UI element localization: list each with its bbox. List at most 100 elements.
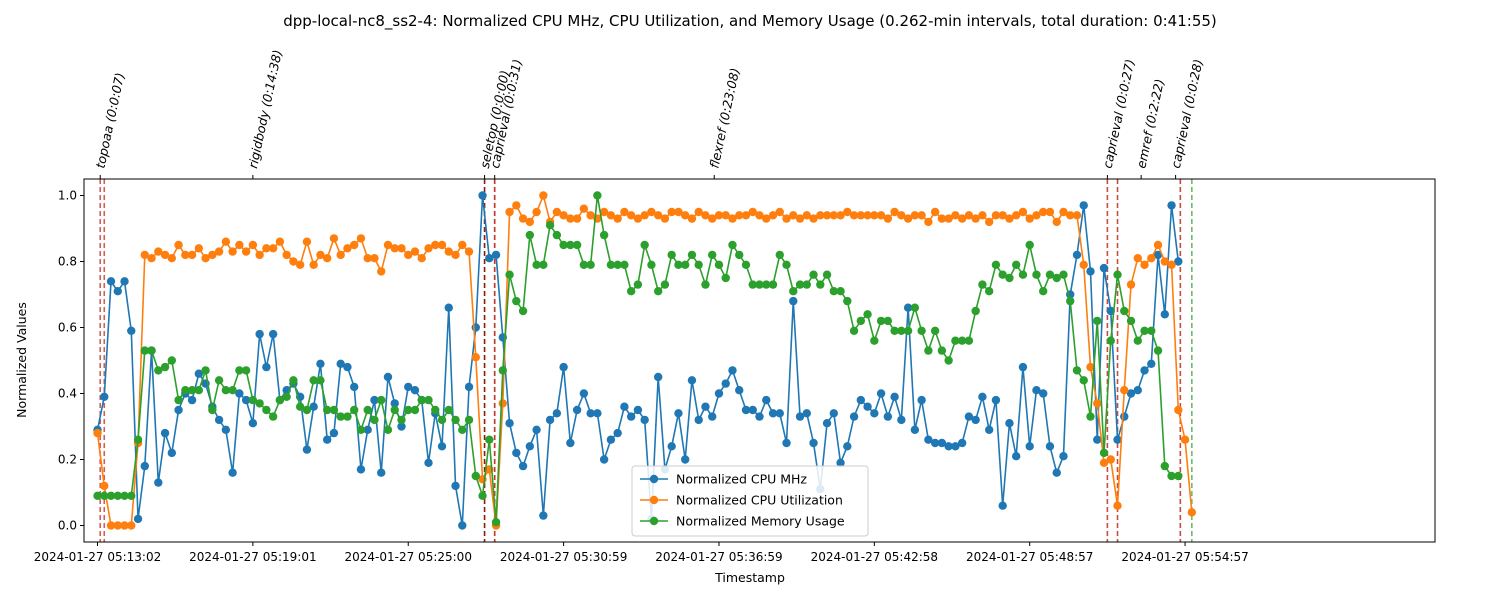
data-point (262, 244, 271, 253)
data-point (417, 254, 426, 263)
data-point (924, 346, 933, 355)
data-point (451, 250, 460, 260)
data-point (1059, 207, 1068, 217)
data-point (789, 287, 798, 296)
data-point (228, 468, 237, 477)
data-point (322, 405, 332, 415)
data-point (1147, 359, 1156, 368)
data-point (498, 399, 508, 408)
data-point (309, 376, 318, 385)
data-point (343, 244, 352, 253)
data-point (579, 260, 589, 269)
data-point (1147, 254, 1156, 263)
data-point (350, 405, 359, 415)
data-point (606, 211, 616, 220)
data-point (552, 207, 562, 217)
data-point (1086, 362, 1095, 372)
data-point (235, 389, 244, 398)
data-point (674, 409, 683, 418)
data-point (512, 448, 521, 458)
data-point (1005, 273, 1014, 283)
data-point (876, 389, 886, 398)
data-point (694, 260, 703, 269)
data-point (437, 240, 447, 250)
data-point (829, 409, 839, 418)
data-point (1120, 306, 1129, 316)
data-point (586, 211, 595, 220)
data-point (512, 201, 521, 210)
annotation-label: rigidbody (0:14:38) (245, 48, 285, 169)
data-point (768, 211, 778, 220)
data-point (991, 260, 1001, 269)
data-point (937, 438, 947, 448)
data-point (1045, 270, 1055, 279)
data-point (728, 240, 737, 250)
data-point (329, 405, 339, 415)
data-point (755, 211, 764, 220)
x-tick-label: 2024-01-27 05:36:59 (655, 550, 782, 564)
data-point (458, 521, 467, 530)
data-point (870, 336, 879, 345)
data-point (451, 481, 460, 491)
data-point (748, 207, 757, 217)
x-tick-label: 2024-01-27 05:30:59 (500, 550, 627, 564)
data-point (876, 211, 886, 220)
data-point (809, 438, 818, 448)
data-point (1025, 442, 1034, 451)
data-point (1133, 386, 1142, 395)
data-point (937, 346, 947, 355)
data-point (971, 306, 980, 316)
data-point (971, 214, 980, 223)
data-point (322, 254, 332, 263)
data-point (377, 395, 386, 405)
data-point (268, 412, 278, 421)
data-point (532, 207, 541, 217)
data-point (1011, 260, 1021, 269)
data-point (728, 366, 737, 375)
data-point (917, 326, 926, 335)
data-point (951, 211, 960, 220)
data-point (201, 366, 210, 375)
data-point (735, 386, 744, 395)
legend-entry: Normalized CPU Utilization (676, 493, 843, 508)
x-tick-label: 2024-01-27 05:25:00 (345, 550, 472, 564)
y-tick-label: 1.0 (58, 189, 77, 203)
data-point (410, 405, 420, 415)
data-point (762, 214, 771, 223)
data-point (903, 303, 913, 312)
data-point (924, 435, 933, 444)
data-point (762, 280, 771, 289)
data-point (302, 405, 312, 415)
data-point (741, 405, 751, 415)
data-point (302, 237, 312, 246)
data-point (194, 386, 204, 395)
data-point (275, 395, 285, 405)
series-layer (93, 191, 1197, 530)
data-point (221, 237, 231, 246)
data-point (978, 392, 987, 401)
data-point (397, 244, 406, 253)
data-point (1153, 346, 1163, 355)
data-point (971, 415, 980, 425)
data-point (268, 329, 278, 339)
data-point (525, 230, 535, 240)
data-point (214, 415, 224, 425)
data-point (525, 217, 535, 227)
x-axis-label: Timestamp (714, 570, 785, 585)
data-point (404, 382, 413, 392)
data-point (795, 412, 805, 421)
data-point (309, 260, 318, 269)
data-point (863, 310, 872, 319)
data-point (1099, 263, 1109, 273)
data-point (248, 419, 258, 428)
data-point (444, 405, 453, 415)
data-point (93, 428, 102, 438)
data-point (789, 296, 798, 306)
data-point (579, 204, 589, 213)
data-point (721, 379, 730, 388)
data-point (113, 521, 122, 530)
data-point (890, 326, 899, 335)
data-point (154, 478, 163, 487)
data-point (890, 392, 899, 401)
data-point (897, 415, 906, 425)
